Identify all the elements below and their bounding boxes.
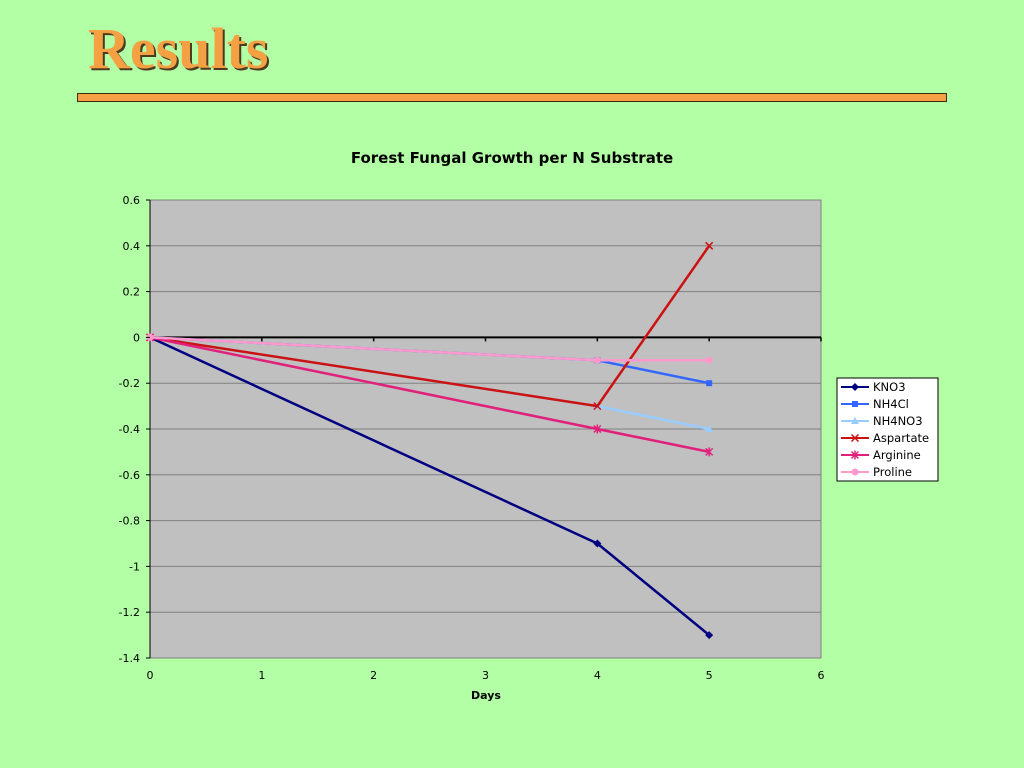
data-point: [706, 380, 713, 387]
y-tick-label: -1: [129, 560, 140, 573]
x-tick-label: 2: [370, 669, 377, 682]
x-tick-label: 3: [482, 669, 489, 682]
data-point: [705, 356, 713, 364]
x-tick-label: 5: [706, 669, 713, 682]
x-tick-label: 4: [594, 669, 601, 682]
data-point: [593, 356, 601, 364]
y-tick-label: 0: [133, 331, 140, 344]
x-tick-label: 0: [147, 669, 154, 682]
data-point: [593, 402, 602, 411]
series-aspartate: [145, 241, 714, 411]
y-tick-label: -0.4: [119, 423, 140, 436]
marker-stroke: [850, 433, 860, 443]
slide-title: Results: [88, 16, 269, 81]
data-point: [705, 631, 714, 640]
legend-label: Arginine: [873, 448, 921, 462]
y-tick-label: -0.8: [119, 515, 140, 528]
legend-marker: [851, 383, 859, 391]
series-proline: [146, 333, 713, 364]
data-point: [593, 539, 602, 548]
y-tick-label: -1.2: [119, 606, 140, 619]
data-point: [705, 425, 714, 432]
y-tick-label: 0.6: [123, 194, 141, 207]
legend-label: NH4Cl: [873, 397, 909, 411]
data-point: [593, 424, 602, 434]
legend-item: Arginine: [841, 448, 921, 462]
legend-label: Aspartate: [873, 431, 929, 445]
legend-box: [836, 377, 939, 482]
legend-marker: [851, 468, 859, 476]
y-tick-label: 0.4: [123, 240, 141, 253]
y-tick-label: -0.2: [119, 377, 140, 390]
legend-marker: [852, 401, 858, 407]
legend-item: NH4Cl: [841, 397, 909, 411]
chart-title: Forest Fungal Growth per N Substrate: [351, 149, 673, 167]
legend-label: Proline: [873, 465, 912, 479]
legend-label: NH4NO3: [873, 414, 923, 428]
x-tick-label: 6: [818, 669, 825, 682]
legend-label: KNO3: [873, 380, 906, 394]
marker-stroke: [705, 241, 714, 250]
data-point: [705, 447, 714, 457]
title-divider: [77, 93, 947, 102]
marker-stroke: [593, 402, 602, 411]
legend-marker: [850, 450, 860, 460]
legend-marker: [851, 417, 859, 424]
x-axis-label: Days: [471, 689, 501, 702]
data-point: [705, 241, 714, 250]
y-tick-label: -0.6: [119, 469, 140, 482]
legend-item: KNO3: [841, 380, 906, 394]
y-tick-label: 0.2: [123, 286, 141, 299]
x-tick-label: 1: [258, 669, 265, 682]
legend-item: Aspartate: [841, 431, 929, 445]
legend-marker: [850, 433, 860, 443]
legend-item: NH4NO3: [841, 414, 923, 428]
y-tick-label: -1.4: [119, 652, 140, 665]
legend-item: Proline: [841, 465, 912, 479]
